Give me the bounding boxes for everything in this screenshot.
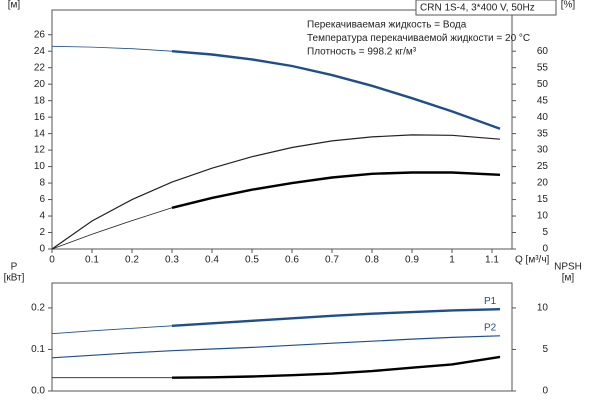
y2-tick-label: 40: [537, 112, 549, 123]
y2-axis-label: [м]: [562, 273, 575, 284]
y-tick-label: 4: [39, 211, 45, 222]
y-tick-label: 2: [39, 227, 45, 238]
y2-tick-label: 5: [542, 227, 548, 238]
y2-tick-label: 10: [537, 211, 549, 222]
curve: [51, 335, 501, 359]
y2-tick-label: 60: [537, 46, 549, 57]
curve: [51, 172, 501, 250]
y-tick-label: 10: [34, 161, 46, 172]
y2-tick-label: 55: [537, 62, 549, 73]
plot-frame: [51, 9, 513, 250]
y-tick-label: 14: [34, 128, 46, 139]
y-tick-label: 12: [34, 145, 46, 156]
y2-tick-label: 0: [542, 386, 548, 397]
x-tick-label: 0.1: [85, 255, 99, 266]
x-tick-label: 0: [49, 255, 55, 266]
plot-frame: [51, 282, 513, 392]
y-tick-label: 0.2: [31, 303, 45, 314]
y-tick-label: 8: [39, 178, 45, 189]
curve-operating-range: [171, 171, 501, 209]
y2-tick-label: 15: [537, 194, 549, 205]
y-axis-label: P: [11, 262, 18, 273]
title-box: [415, 0, 557, 16]
legend-label: P2: [484, 322, 497, 333]
y-tick-label: 16: [34, 112, 46, 123]
y-tick-label: 6: [39, 194, 45, 205]
curve: [51, 45, 501, 130]
y2-tick-label: 45: [537, 95, 549, 106]
curve: [51, 134, 501, 250]
x-axis-label: Q [м³/ч]: [515, 255, 550, 266]
annotation: Температура перекачиваемой жидкости = 20…: [307, 33, 530, 44]
x-tick-label: 0.3: [165, 255, 179, 266]
x-tick-label: 1.1: [485, 255, 499, 266]
y-axis-label: [м]: [8, 0, 21, 11]
x-tick-label: 0.9: [405, 255, 419, 266]
curve-operating-range: [171, 355, 501, 379]
curve-operating-range: [171, 308, 501, 327]
x-tick-label: 0.4: [205, 255, 219, 266]
chart-title: CRN 1S-4, 3*400 V, 50Hz: [420, 3, 535, 14]
x-tick-label: 0.8: [365, 255, 379, 266]
x-tick-label: 0.6: [285, 255, 299, 266]
y-tick-label: 24: [34, 46, 46, 57]
y-tick-label: 26: [34, 29, 46, 40]
x-tick-label: 0.7: [325, 255, 339, 266]
y2-tick-label: 0: [542, 244, 548, 255]
y-tick-label: 18: [34, 95, 46, 106]
y-tick-label: 0: [39, 244, 45, 255]
y2-tick-label: 25: [537, 161, 549, 172]
y2-tick-label: 5: [542, 344, 548, 355]
x-tick-label: 0.2: [125, 255, 139, 266]
y-axis-label: [кВт]: [4, 273, 25, 284]
y2-axis-label: [%]: [561, 0, 576, 11]
y-tick-label: 0.0: [31, 386, 45, 397]
y-tick-label: 0.1: [31, 344, 45, 355]
x-tick-label: 1: [449, 255, 455, 266]
y2-tick-label: 50: [537, 79, 549, 90]
y-tick-label: 20: [34, 79, 46, 90]
y-tick-label: 22: [34, 62, 46, 73]
y2-tick-label: 35: [537, 128, 549, 139]
y2-tick-label: 10: [537, 303, 549, 314]
annotation: Плотность = 998.2 кг/м³: [307, 47, 417, 58]
y2-axis-label: NPSH: [554, 262, 582, 273]
y2-tick-label: 20: [537, 178, 549, 189]
curve: [51, 308, 501, 335]
curve-operating-range: [171, 50, 501, 130]
y2-tick-label: 30: [537, 145, 549, 156]
legend-label: P1: [484, 296, 497, 307]
x-tick-label: 0.5: [245, 255, 259, 266]
annotation: Перекачиваемая жидкость = Вода: [307, 20, 467, 31]
